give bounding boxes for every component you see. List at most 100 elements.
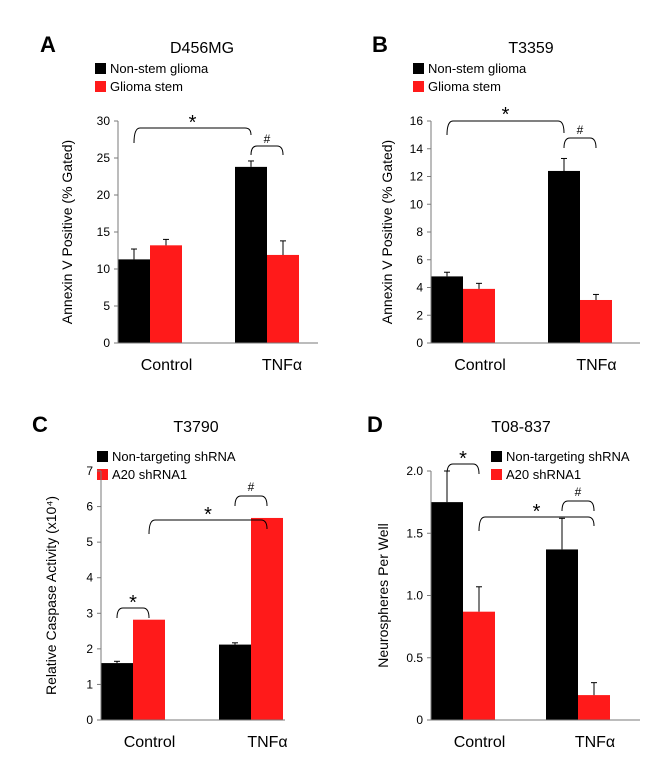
y-tick-label: 2 [416,308,423,322]
y-tick-label: 20 [97,188,111,202]
legend-swatch [413,63,424,74]
panel-label: C [32,412,48,437]
legend-swatch [97,451,108,462]
chart-title: D456MG [170,40,234,57]
legend-label: A20 shRNA1 [506,467,581,482]
bar [118,259,150,343]
legend-swatch [491,469,502,480]
y-tick-label: 1.5 [406,526,423,540]
significance-bracket [478,516,595,532]
significance-label: # [248,480,255,494]
x-category-label: TNFα [247,734,287,751]
x-category-label: TNFα [575,734,615,751]
chart-title: T3790 [173,419,218,436]
y-tick-label: 4 [416,281,423,295]
bar [219,644,251,720]
panel-c: C T3790 Non-targeting shRNA A20 shRNA1 0 1 2 3 4… [32,412,288,751]
legend-swatch [95,81,106,92]
significance-label: * [189,112,197,134]
legend-swatch [97,469,108,480]
y-tick-label: 5 [86,535,93,549]
y-tick-label: 2 [86,642,93,656]
legend-label: Non-targeting shRNA [506,449,630,464]
bar [431,502,463,720]
y-tick-label: 8 [416,225,423,239]
bar [150,245,182,343]
y-tick-label: 10 [410,197,424,211]
bar [431,276,463,343]
bar [267,254,299,343]
legend-label: Non-stem glioma [428,61,527,76]
bar [133,619,165,720]
x-category-label: Control [454,357,506,374]
significance-label: * [129,592,137,614]
significance-label: * [533,501,541,523]
y-tick-label: 2.0 [406,464,423,478]
y-tick-label: 25 [97,151,111,165]
significance-label: # [264,132,271,146]
bar [101,663,133,720]
y-axis-label: Annexin V Positive (% Gated) [59,140,75,324]
significance-bracket [133,127,252,144]
significance-bracket [148,519,268,535]
y-tick-label: 5 [103,299,110,313]
bar [546,549,578,720]
y-axis-label: Neurospheres Per Well [375,523,391,667]
legend-swatch [413,81,424,92]
panel-a: A D456MG Non-stem glioma Glioma stem 0 5 10 15 2… [40,32,318,374]
y-tick-label: 3 [86,606,93,620]
y-axis-label: Annexin V Positive (% Gated) [379,140,395,324]
y-tick-label: 0 [86,713,93,727]
x-category-label: TNFα [576,357,616,374]
y-tick-label: 14 [410,142,424,156]
bar [463,611,495,720]
significance-bracket [234,495,268,507]
bar [463,288,495,343]
significance-bracket [563,137,597,149]
bar [235,166,267,343]
legend-label: Non-targeting shRNA [112,449,236,464]
y-tick-label: 15 [97,225,111,239]
significance-label: # [577,123,584,137]
y-tick-label: 16 [410,114,424,128]
y-tick-label: 12 [410,170,424,184]
x-category-label: TNFα [262,357,302,374]
y-tick-label: 6 [416,253,423,267]
legend-swatch [491,451,502,462]
y-tick-label: 4 [86,571,93,585]
legend-label: Glioma stem [428,79,501,94]
x-category-label: Control [124,734,176,751]
legend-label: Non-stem glioma [110,61,209,76]
legend-swatch [95,63,106,74]
y-tick-label: 0 [103,336,110,350]
legend-label: Glioma stem [110,79,183,94]
bar [251,517,283,720]
y-tick-label: 1.0 [406,589,423,603]
y-tick-label: 10 [97,262,111,276]
panel-label: A [40,32,56,57]
y-axis-label: Relative Caspase Activity (x10⁴) [43,496,59,695]
significance-bracket [561,500,595,512]
y-tick-label: 30 [97,114,111,128]
panel-label: D [367,412,383,437]
panel-label: B [372,32,388,57]
significance-label: # [575,485,582,499]
y-tick-label: 0 [416,713,423,727]
chart-title: T3359 [508,40,553,57]
significance-label: * [459,448,467,470]
significance-bracket [446,120,565,136]
significance-bracket [250,145,284,156]
legend-label: A20 shRNA1 [112,467,187,482]
significance-bracket [446,463,480,475]
y-tick-label: 0 [416,336,423,350]
bar [578,695,610,720]
significance-bracket [116,607,150,619]
panel-d: D T08-837 Non-targeting shRNA A20 shRNA1 0 0.… [367,412,640,751]
significance-label: * [204,504,212,526]
y-tick-label: 6 [86,500,93,514]
significance-label: * [502,104,510,126]
chart-title: T08-837 [491,419,551,436]
y-tick-label: 7 [86,464,93,478]
bar [580,299,612,343]
